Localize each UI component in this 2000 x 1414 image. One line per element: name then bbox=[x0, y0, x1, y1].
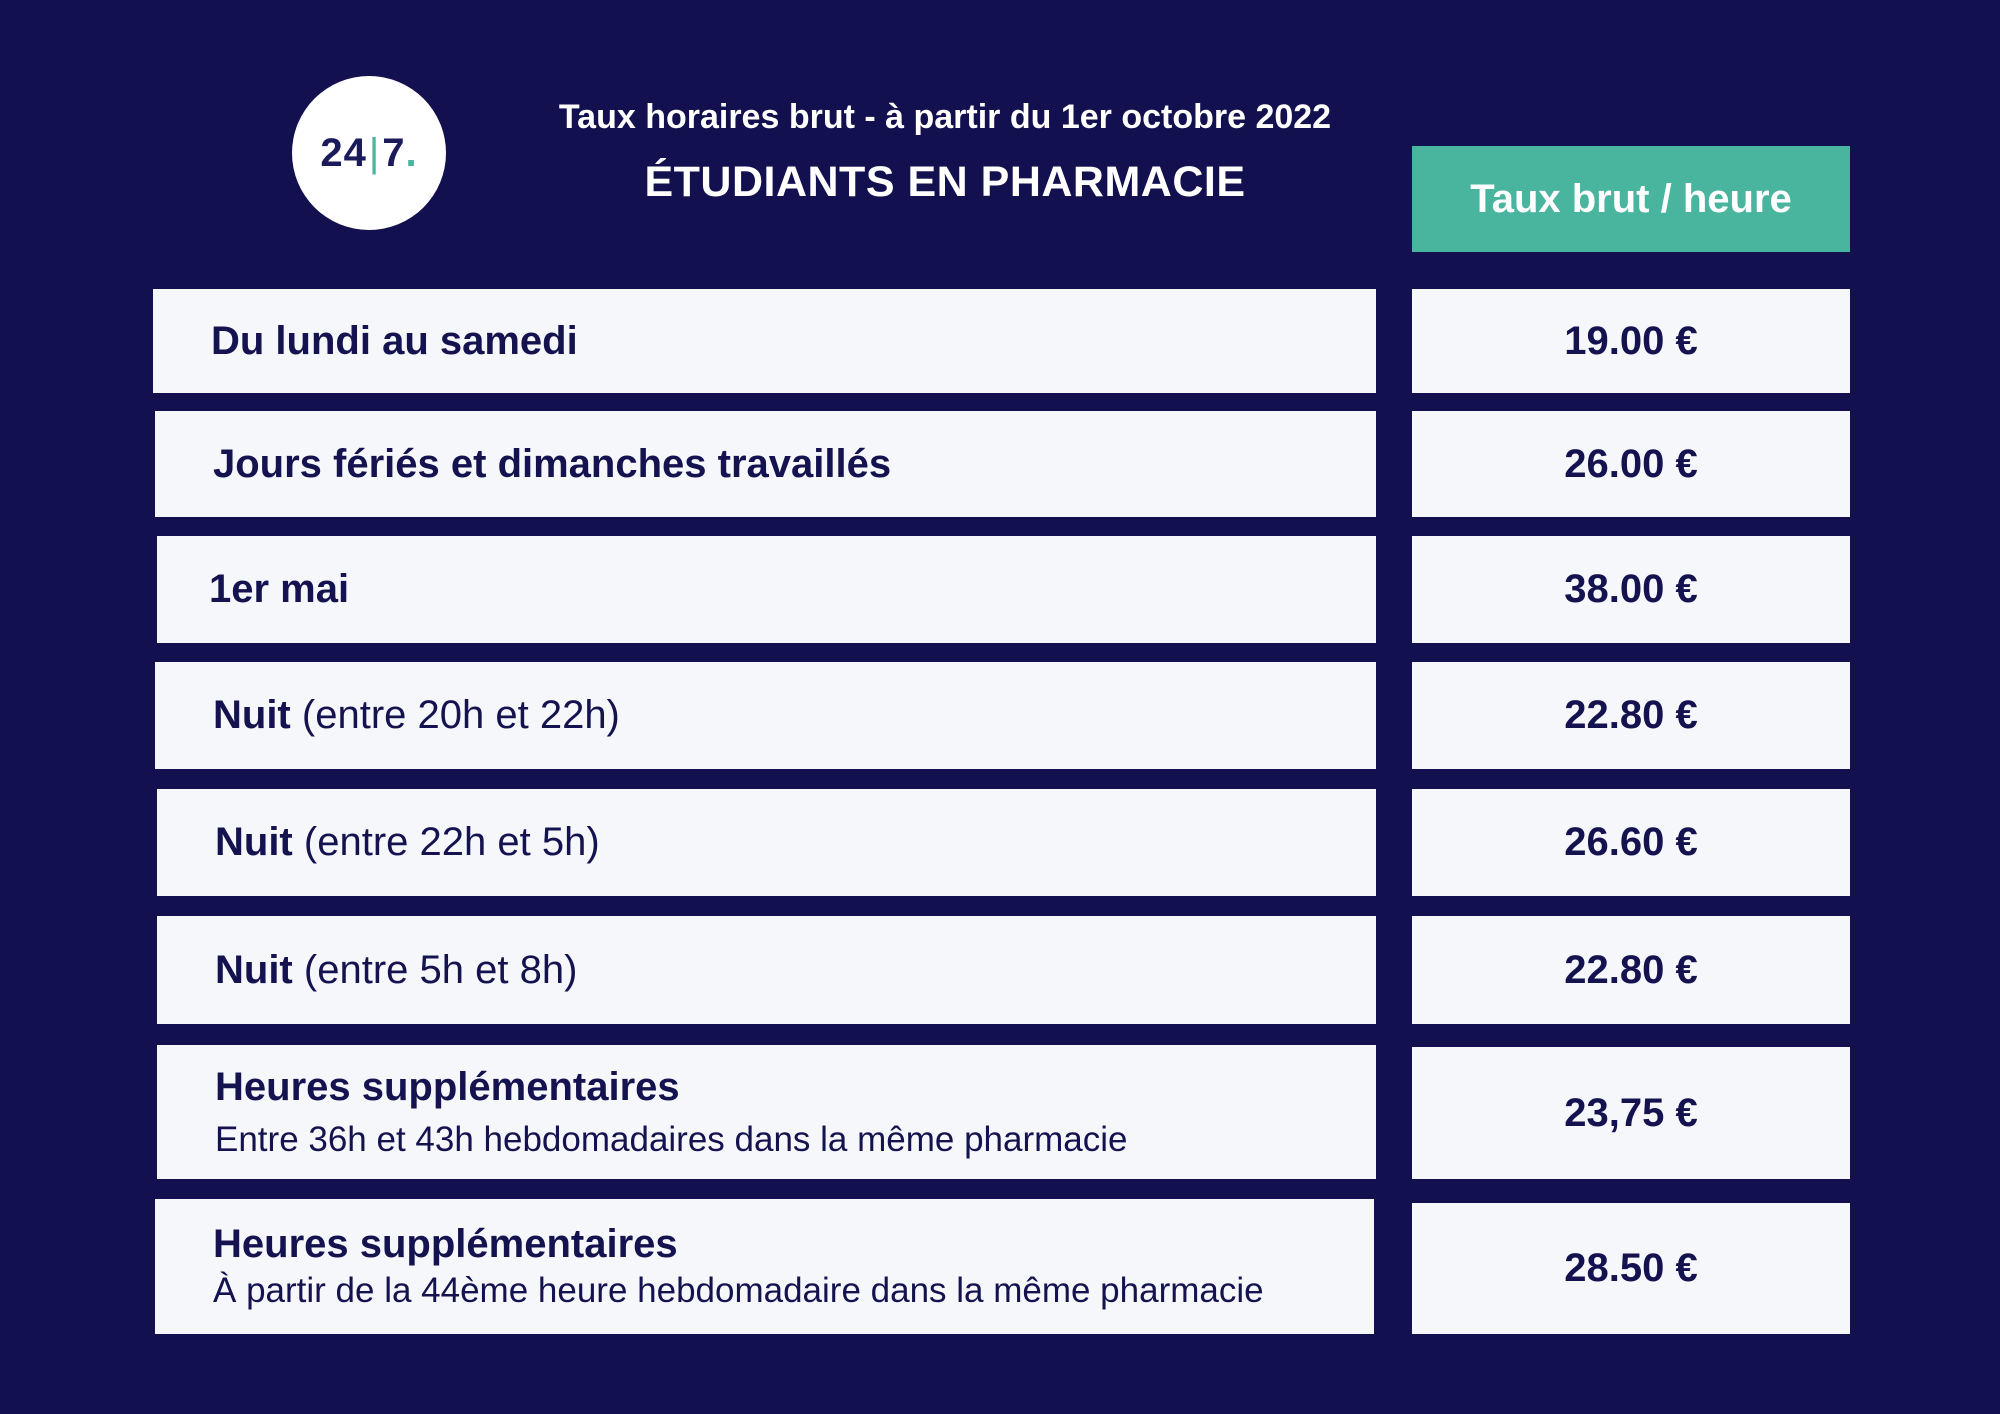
logo-247: 24|7. bbox=[292, 76, 446, 230]
row-label-text: Heures supplémentaires bbox=[213, 1222, 678, 1266]
row-label-text: Jours fériés et dimanches travaillés bbox=[213, 441, 892, 486]
row-label-weekdays: Du lundi au samedi bbox=[153, 289, 1376, 393]
row-value-holidays-sundays: 26.00 € bbox=[1412, 411, 1850, 517]
row-label-may-first: 1er mai bbox=[157, 536, 1376, 643]
row-label-line: Nuit (entre 22h et 5h) bbox=[215, 820, 1376, 865]
column-header-rate: Taux brut / heure bbox=[1412, 146, 1850, 252]
page-title: ÉTUDIANTS EN PHARMACIE bbox=[644, 158, 1246, 206]
logo-separator: | bbox=[368, 130, 381, 175]
row-label-text: Du lundi au samedi bbox=[211, 318, 578, 363]
row-value-weekdays: 19.00 € bbox=[1412, 289, 1850, 393]
logo-number-24: 24 bbox=[320, 130, 367, 175]
row-label-night-5-8: Nuit (entre 5h et 8h) bbox=[157, 916, 1376, 1024]
row-label-note: À partir de la 44ème heure hebdomadaire … bbox=[213, 1271, 1264, 1310]
row-value-night-22-5: 26.60 € bbox=[1412, 789, 1850, 896]
row-value-overtime-44-plus: 28.50 € bbox=[1412, 1203, 1850, 1334]
row-label-text: Heures supplémentaires bbox=[215, 1064, 680, 1109]
row-value-night-5-8: 22.80 € bbox=[1412, 916, 1850, 1024]
row-label-line: Nuit (entre 20h et 22h) bbox=[213, 693, 1376, 738]
row-label-note: Entre 36h et 43h hebdomadaires dans la m… bbox=[215, 1119, 1128, 1159]
row-label-line: Nuit (entre 5h et 8h) bbox=[215, 948, 1376, 993]
row-value-may-first: 38.00 € bbox=[1412, 536, 1850, 643]
row-value-night-20-22: 22.80 € bbox=[1412, 662, 1850, 769]
row-label-night-22-5: Nuit (entre 22h et 5h) bbox=[157, 789, 1376, 896]
row-label-night-20-22: Nuit (entre 20h et 22h) bbox=[155, 662, 1376, 769]
logo-number-7: 7 bbox=[382, 130, 406, 175]
logo-dot: . bbox=[405, 130, 418, 175]
row-label-holidays-sundays: Jours fériés et dimanches travaillés bbox=[155, 411, 1376, 517]
row-label-note: (entre 20h et 22h) bbox=[301, 693, 620, 737]
logo-text: 24|7. bbox=[320, 131, 417, 176]
row-label-text: Nuit bbox=[213, 693, 291, 737]
row-value-overtime-36-43: 23,75 € bbox=[1412, 1047, 1850, 1179]
page-subtitle: Taux horaires brut - à partir du 1er oct… bbox=[558, 98, 1332, 136]
row-label-note: (entre 5h et 8h) bbox=[303, 947, 578, 992]
row-label-text: 1er mai bbox=[209, 567, 350, 611]
row-label-overtime-36-43: Heures supplémentaires Entre 36h et 43h … bbox=[157, 1045, 1376, 1179]
row-label-note: (entre 22h et 5h) bbox=[303, 820, 600, 864]
row-label-text: Nuit bbox=[215, 820, 293, 864]
row-label-text: Nuit bbox=[215, 947, 293, 992]
row-label-overtime-44-plus: Heures supplémentaires À partir de la 44… bbox=[155, 1199, 1374, 1334]
